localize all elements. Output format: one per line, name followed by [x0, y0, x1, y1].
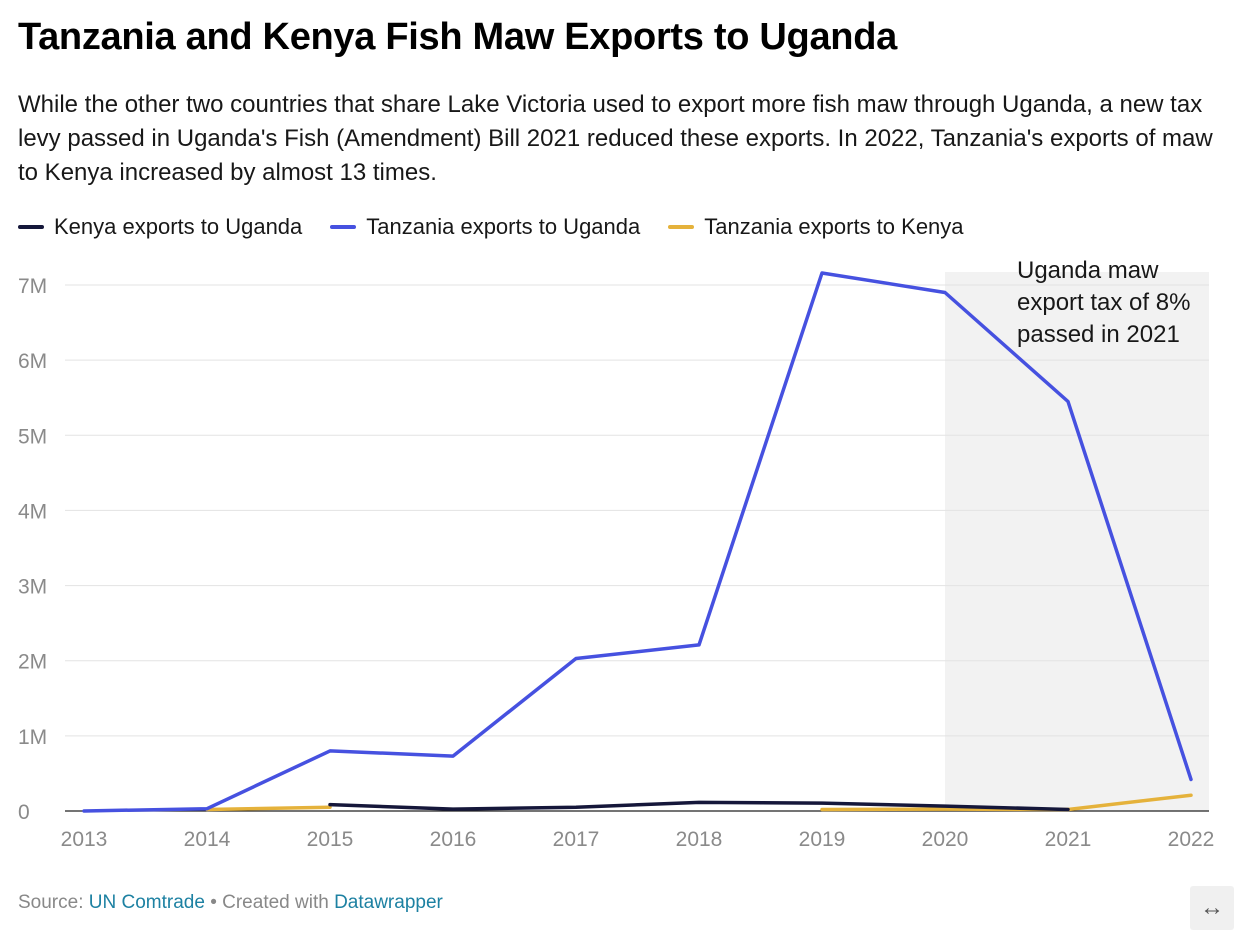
y-tick-label: 7M [18, 275, 47, 298]
legend-swatch-tanzania-to-kenya [668, 225, 695, 229]
x-tick-label: 2017 [553, 828, 600, 851]
created-with-text: • Created with [204, 892, 335, 913]
x-tick-label: 2016 [430, 828, 477, 851]
legend-label-tanzania-to-kenya: Tanzania exports to Kenya [704, 214, 964, 239]
chart-subtitle: While the other two countries that share… [18, 91, 1213, 186]
legend-swatch-tanzania-to-uganda [330, 225, 357, 229]
line-chart: 0 1M 2M 3M 4M 5M 6M 7M 2013 2014 2015 2016 2017 2018 2… [18, 257, 1215, 851]
legend-label-kenya-to-uganda: Kenya exports to Uganda [54, 214, 303, 239]
y-tick-label: 3M [18, 576, 47, 599]
y-tick-label: 5M [18, 425, 47, 448]
series-line-kenya-exports-to-uganda [328, 800, 1070, 812]
x-tick-label: 2019 [799, 828, 846, 851]
legend-item-kenya-to-uganda: Kenya exports to Uganda [18, 214, 302, 240]
y-tick-label: 2M [18, 651, 47, 674]
x-tick-label: 2018 [676, 828, 723, 851]
x-tick-label: 2020 [922, 828, 969, 851]
source-link[interactable]: UN Comtrade [88, 892, 205, 913]
annotation-text: Uganda maw [1017, 257, 1159, 284]
x-tick-label: 2015 [307, 828, 354, 851]
y-tick-label: 6M [18, 350, 47, 373]
legend-item-tanzania-to-kenya: Tanzania exports to Kenya [668, 214, 964, 240]
annotation-text: passed in 2021 [1017, 321, 1180, 348]
series-line-tanzania-exports-to-kenya [205, 805, 332, 812]
expand-icon[interactable]: ↔ [1190, 886, 1234, 930]
datawrapper-link[interactable]: Datawrapper [334, 892, 443, 913]
x-tick-label: 2013 [61, 828, 108, 851]
annotation-text: export tax of 8% [1017, 289, 1190, 316]
y-tick-label: 4M [18, 500, 47, 523]
y-tick-label: 0 [18, 801, 30, 824]
legend-item-tanzania-to-uganda: Tanzania exports to Uganda [330, 214, 640, 240]
y-tick-label: 1M [18, 726, 47, 749]
chart-title: Tanzania and Kenya Fish Maw Exports to U… [18, 16, 897, 58]
series-line-tanzania-exports-to-uganda [82, 271, 1193, 813]
legend-swatch-kenya-to-uganda [18, 225, 44, 229]
source-prefix: Source: [18, 892, 89, 913]
legend-label-tanzania-to-uganda: Tanzania exports to Uganda [366, 214, 641, 239]
highlight-band [945, 272, 1209, 811]
footer: Source: UN Comtrade • Created with Dataw… [18, 892, 443, 914]
x-tick-label: 2021 [1045, 828, 1092, 851]
legend: Kenya exports to Uganda Tanzania exports… [18, 214, 992, 240]
x-tick-label: 2022 [1168, 828, 1215, 851]
x-tick-label: 2014 [184, 828, 231, 851]
